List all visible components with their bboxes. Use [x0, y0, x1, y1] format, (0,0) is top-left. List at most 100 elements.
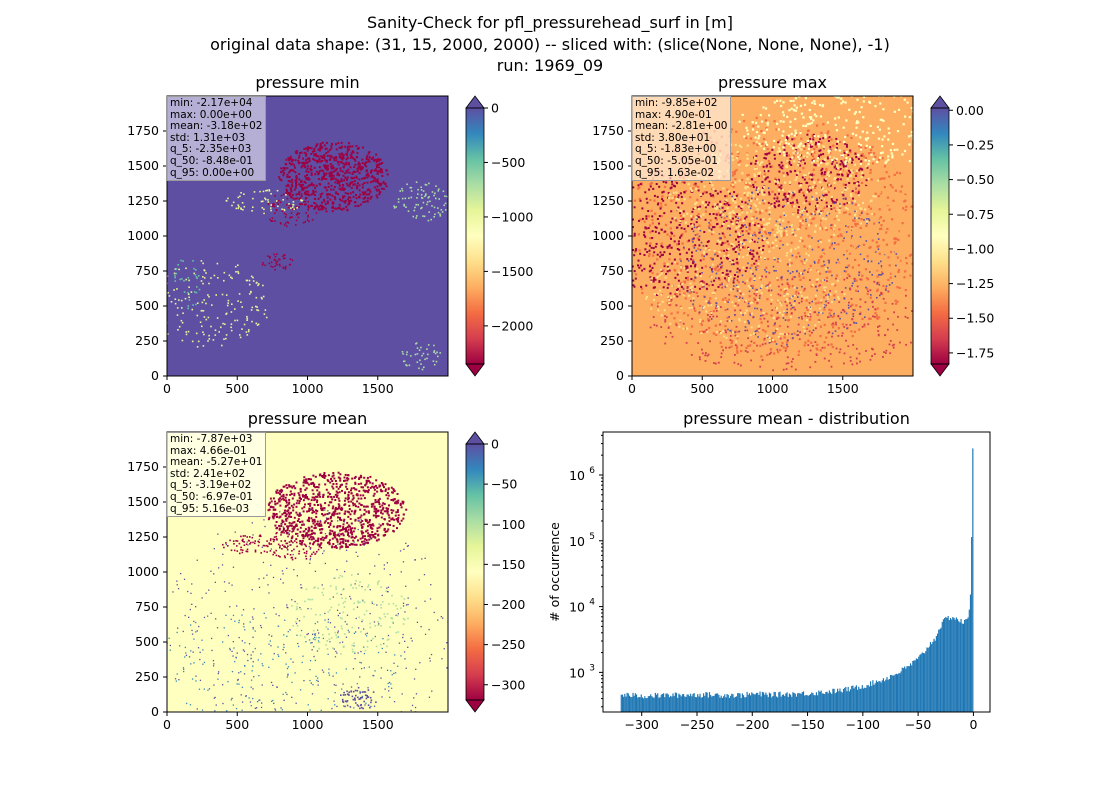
pixel-mid-value [753, 203, 756, 206]
pixel-low-value [818, 149, 821, 152]
pixel-positive [759, 231, 761, 233]
pixel-low-value [714, 362, 717, 365]
pixel-mid-value [762, 175, 765, 178]
pixel-mid-value [793, 134, 796, 137]
pixel-mid-value [674, 217, 677, 220]
pixel-mid-value [731, 243, 734, 246]
pixel-mid-value [936, 94, 938, 96]
pixel-mid-value [864, 159, 867, 162]
pixel-mid-value [818, 214, 822, 217]
pixel-mid-value [928, 114, 930, 116]
pixel-positive [840, 311, 843, 314]
pixel-dry-core [327, 150, 330, 153]
pixel-low-value [830, 365, 833, 368]
pixel-dry-core [303, 203, 306, 206]
pixel-low-value [849, 324, 852, 326]
pixel-mid-value [438, 198, 440, 200]
pixel-mid-value [234, 265, 237, 268]
pixel-mid-value [834, 183, 837, 186]
pixel-mid-value [897, 108, 901, 111]
pixel-high-value [776, 260, 779, 263]
pixel-dry-core [379, 184, 382, 186]
pixel-mid-value [756, 208, 759, 211]
pixel-low-value [655, 324, 658, 327]
pixel-mid-value [853, 246, 856, 248]
pixel-low-value [675, 324, 678, 327]
pixel-mid-value [300, 200, 303, 202]
pixel-high-value [765, 127, 768, 130]
pixel-mid-value [215, 294, 217, 296]
pixel-mid-value [691, 285, 694, 288]
pixel-dry-core [358, 163, 361, 166]
pixel-mid-value [190, 291, 193, 293]
pixel-low-value [655, 242, 658, 245]
pixel-dry-core [374, 168, 377, 171]
pixel-low-value [851, 158, 854, 161]
pixel-dry-core [370, 195, 373, 198]
pixel-positive [845, 312, 848, 315]
pixel-low-value [819, 210, 822, 213]
pixel-dry-core [376, 180, 379, 183]
pixel-mid-value [796, 172, 799, 175]
pixel-high-value [752, 215, 755, 218]
pixel-mid-value [738, 213, 741, 216]
pixel-high-value [764, 119, 768, 122]
pixel-dry-core [354, 170, 357, 173]
pixel-low-value [652, 247, 655, 250]
pixel-dry-core [323, 177, 326, 180]
pixel-high-value [885, 243, 888, 246]
pixel-mid-value [804, 97, 807, 100]
pixel-dry-core [349, 166, 352, 169]
pixel-mid-value [853, 200, 856, 203]
pixel-positive [734, 331, 737, 334]
pixel-mid-value [910, 89, 912, 91]
pixel-high-value [745, 136, 748, 139]
pixel-mid-value [428, 211, 430, 213]
colorbar-tick-label: −1000 [491, 209, 533, 224]
pixel-high-value [861, 153, 864, 156]
pixel-high-value [669, 299, 672, 302]
pixel-dry-core [347, 142, 350, 145]
pixel-low-value [834, 321, 837, 324]
pixel-high-value [723, 217, 726, 220]
pixel-mid-value [793, 286, 796, 289]
pixel-high-value [830, 343, 833, 346]
pixel-mid-value [915, 204, 917, 206]
pixel-mid-value [187, 292, 189, 294]
pixel-low-value [829, 184, 832, 187]
pixel-low-value [786, 173, 789, 176]
pixel-high-value [669, 303, 672, 307]
pixel-dry-spot [303, 192, 306, 195]
pixel-dry-core [341, 483, 343, 486]
colorbar-tick-label: −1.50 [956, 311, 994, 326]
pixel-mid-value [827, 149, 830, 152]
pixel-mid-value [165, 297, 167, 299]
pixel-dry-core [298, 178, 301, 181]
pixel-positive [692, 303, 694, 305]
pixel-low-value [851, 190, 854, 193]
pixel-mid-value [879, 118, 882, 121]
pixel-mid-value [702, 283, 705, 286]
pixel-mid-value [790, 296, 793, 299]
pixel-high-value [905, 256, 908, 260]
pixel-mid-value [870, 197, 873, 200]
pixel-high-value [820, 141, 823, 144]
pixel-mid-value [666, 263, 669, 265]
pixel-mid-value [717, 305, 719, 308]
pixel-low-value [645, 284, 648, 287]
pixel-mid-value [420, 346, 422, 349]
pixel-positive [843, 297, 846, 300]
pixel-mid-value [827, 189, 829, 192]
pixel-mid-value [806, 230, 809, 233]
pixel-mid-value [417, 193, 419, 195]
pixel-high-value [823, 308, 826, 311]
pixel-low-value [653, 278, 655, 281]
pixel-mid-value [805, 252, 808, 255]
pixel-low-value [705, 253, 708, 256]
pixel-low-value [671, 262, 674, 265]
pixel-low-value [641, 207, 644, 210]
pixel-low-value [624, 191, 626, 193]
pixel-positive [695, 250, 698, 252]
pixel-low-value [632, 279, 635, 282]
